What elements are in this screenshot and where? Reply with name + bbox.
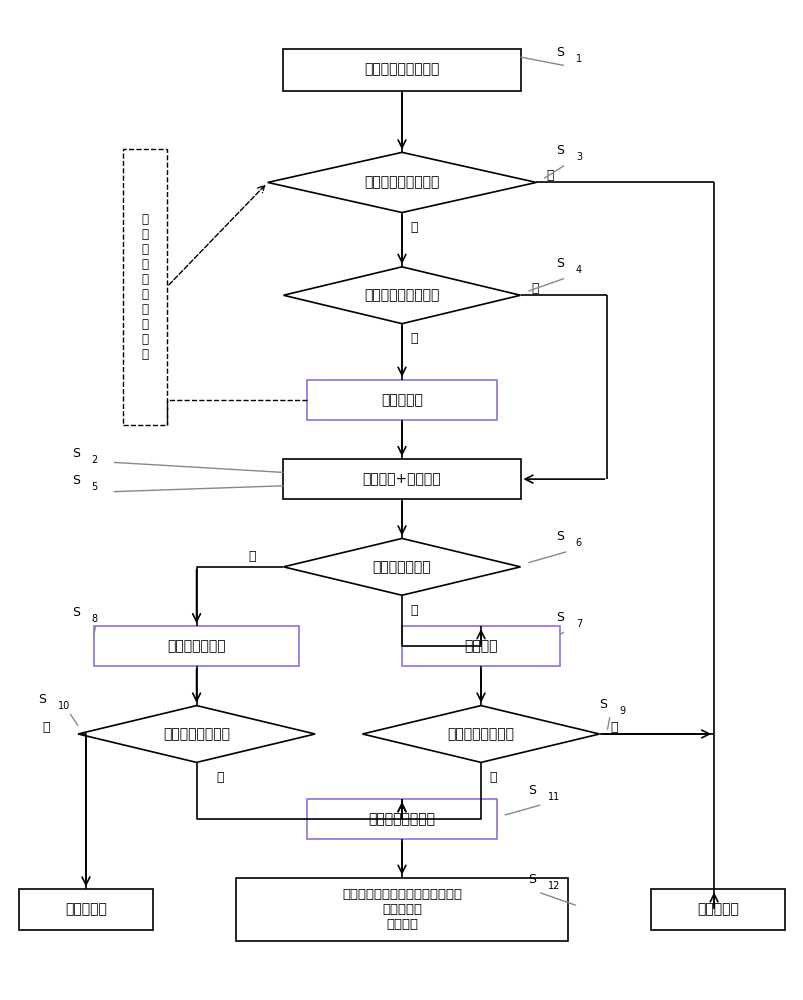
Text: S: S [556,611,564,624]
Polygon shape [283,538,520,595]
Text: S: S [556,257,564,270]
Text: 是: 是 [410,332,417,345]
Text: 2: 2 [92,455,98,465]
Text: 判废或维修: 判废或维修 [65,902,107,916]
Text: S: S [528,784,536,797]
Text: 硬度与金相现场检验: 硬度与金相现场检验 [364,63,439,77]
Text: 是否含超标缺陷: 是否含超标缺陷 [373,560,430,574]
Text: 是否满足临界值要求: 是否满足临界值要求 [364,175,439,189]
Text: 判废或维修: 判废或维修 [696,902,738,916]
Polygon shape [283,267,520,324]
Text: S: S [71,606,79,619]
Text: 是否与正常值偏差大: 是否与正常值偏差大 [364,288,439,302]
Bar [18,889,153,930]
Polygon shape [267,152,536,213]
Text: S: S [556,46,564,59]
Text: 7: 7 [575,619,581,629]
Text: 是: 是 [488,771,496,784]
Text: 是否满足强度要求: 是否满足强度要求 [447,727,514,741]
Bar [283,49,520,91]
Text: 断裂与疲劳评定: 断裂与疲劳评定 [167,639,226,653]
Text: 热模拟试验: 热模拟试验 [381,393,422,407]
Bar [307,799,496,839]
Text: 是否接受评定结果: 是否接受评定结果 [163,727,230,741]
Text: S: S [39,693,47,706]
Text: 强度校核: 强度校核 [463,639,497,653]
Polygon shape [78,706,315,762]
Text: 10: 10 [59,701,71,711]
Text: 是: 是 [216,771,224,784]
Bar [283,459,520,499]
Text: 是: 是 [410,221,417,234]
Text: S: S [71,447,79,460]
Text: 否: 否 [530,282,538,295]
Text: 11: 11 [548,792,560,802]
Text: 9: 9 [618,706,625,716]
Bar [307,380,496,420]
Bar [402,626,560,666]
Text: 宏观检查+无损检测: 宏观检查+无损检测 [362,472,441,486]
Text: 8: 8 [92,614,97,624]
Text: S: S [599,698,607,711]
Text: S: S [528,873,536,886]
Bar [94,626,299,666]
Bar [124,149,167,425]
Text: 1: 1 [575,54,581,64]
Text: 5: 5 [92,482,98,492]
Text: 否: 否 [546,169,553,182]
Text: 更换紧固件、密封件、维修支撑件
必要时监控
投入运行: 更换紧固件、密封件、维修支撑件 必要时监控 投入运行 [341,888,462,931]
Text: 确定允许工作条件: 确定允许工作条件 [368,812,435,826]
Text: 否: 否 [609,721,617,734]
Bar [650,889,785,930]
Text: 12: 12 [548,881,560,891]
Text: 是: 是 [248,550,255,563]
Text: S: S [71,474,79,487]
Text: 4: 4 [575,265,581,275]
Text: S: S [556,144,564,157]
Text: S: S [556,530,564,543]
Text: 获
得
和
补
充
完
善
临
界
值: 获 得 和 补 充 完 善 临 界 值 [141,213,149,361]
Text: 3: 3 [575,152,581,162]
Text: 6: 6 [575,538,581,548]
Polygon shape [362,706,599,762]
Bar [236,878,567,941]
Text: 否: 否 [410,604,417,617]
Text: 否: 否 [43,721,50,734]
